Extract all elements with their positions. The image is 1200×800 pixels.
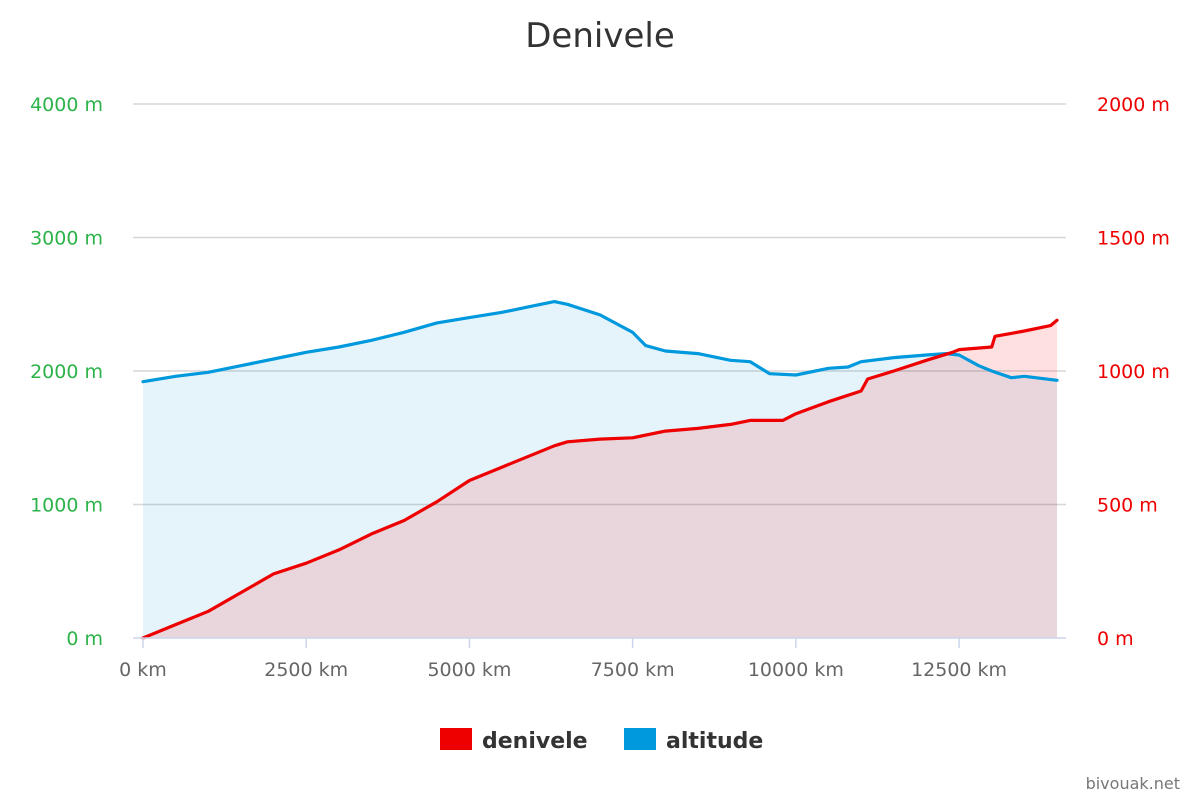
legend-swatch-denivele[interactable]	[440, 728, 472, 750]
area-altitude	[143, 301, 1057, 638]
chart-title: Denivele	[525, 16, 675, 56]
y-right-tick-label: 1500 m	[1097, 228, 1170, 250]
x-tick-label: 10000 km	[748, 659, 844, 681]
x-tick-label: 5000 km	[427, 659, 511, 681]
x-tick-label: 12500 km	[911, 659, 1007, 681]
credit-label[interactable]: bivouak.net	[1086, 774, 1180, 793]
y-left-tick-label: 4000 m	[30, 94, 103, 116]
series-lines	[141, 300, 1059, 640]
series-areas	[143, 301, 1057, 638]
legend-swatch-altitude[interactable]	[624, 728, 656, 750]
y-left-tick-label: 0 m	[66, 628, 103, 650]
y-right-tick-label: 0 m	[1097, 628, 1134, 650]
legend-label-denivele[interactable]: denivele	[482, 729, 588, 754]
y-left-tick-label: 1000 m	[30, 495, 103, 517]
line-denivele	[141, 318, 1059, 640]
axes: 0 m 1000 m 2000 m 3000 m 4000 m 0 m 500 m 1000 …	[30, 94, 1170, 681]
area-denivele	[143, 320, 1057, 638]
legend: denivele altitude	[440, 728, 763, 754]
x-tick-label: 7500 km	[591, 659, 675, 681]
y-right-tick-label: 500 m	[1097, 495, 1158, 517]
y-left-tick-label: 2000 m	[30, 361, 103, 383]
x-tick-label: 0 km	[119, 659, 167, 681]
grid-lines	[133, 103, 1066, 506]
x-tick-label: 2500 km	[264, 659, 348, 681]
y-right-tick-label: 1000 m	[1097, 361, 1170, 383]
y-left-tick-label: 3000 m	[30, 228, 103, 250]
y-right-tick-label: 2000 m	[1097, 94, 1170, 116]
legend-label-altitude[interactable]: altitude	[666, 729, 763, 754]
